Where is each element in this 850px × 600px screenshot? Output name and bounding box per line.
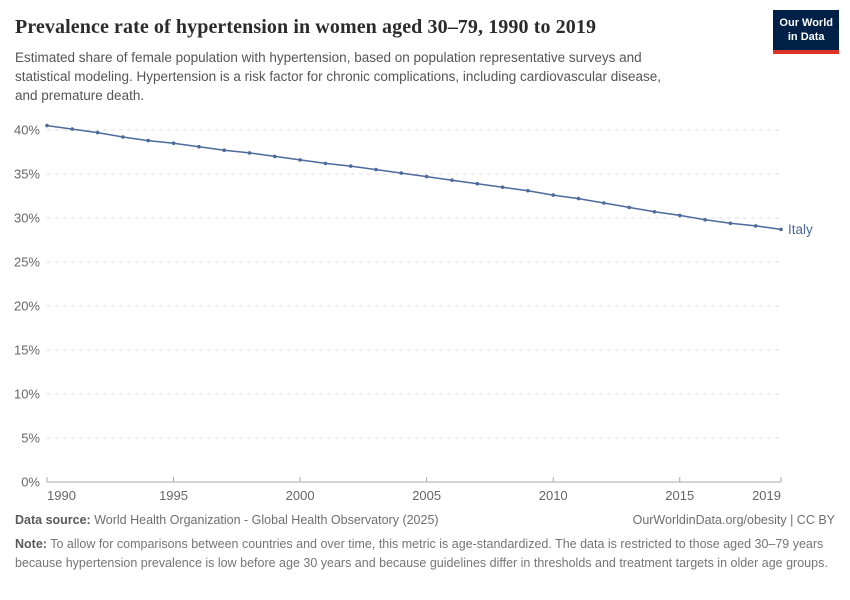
y-tick-label: 35% <box>14 167 40 182</box>
chart-footer: Data source: World Health Organization -… <box>0 513 850 573</box>
data-point <box>323 162 328 166</box>
line-chart[interactable]: 0% 5% 10% 15% 20% 25% 30% 35% 40% 1990 1995 2000 200… <box>0 109 850 511</box>
entity-label: Italy <box>788 222 813 237</box>
page-title: Prevalence rate of hypertension in women… <box>15 16 597 38</box>
owid-logo-line2: in Data <box>787 31 825 44</box>
plot-area[interactable] <box>47 119 781 482</box>
data-point <box>500 185 505 190</box>
data-point <box>399 171 404 176</box>
data-point <box>424 175 429 179</box>
data-point <box>475 182 480 186</box>
y-tick-label: 5% <box>21 431 40 446</box>
data-point <box>627 206 631 210</box>
y-tick-label: 10% <box>14 387 40 402</box>
data-point <box>45 124 49 128</box>
x-tick-label: 2010 <box>539 488 568 503</box>
data-point <box>197 145 201 149</box>
data-point <box>374 168 378 172</box>
data-point <box>526 189 530 193</box>
data-point <box>450 178 454 183</box>
data-point <box>779 228 783 232</box>
data-line-italy <box>46 125 782 231</box>
y-tick-label: 15% <box>14 343 40 358</box>
data-point <box>728 221 733 226</box>
x-tick-label: 2005 <box>412 488 441 503</box>
data-point <box>298 158 302 163</box>
data-point <box>273 155 277 159</box>
data-source-label: Data source: <box>15 513 91 528</box>
data-point <box>222 148 226 153</box>
owid-logo-line1: Our World <box>779 17 833 29</box>
data-point <box>753 224 758 229</box>
data-point <box>121 135 125 140</box>
data-point <box>247 151 252 156</box>
data-point <box>703 218 707 223</box>
y-tick-label: 20% <box>14 299 40 314</box>
note-label: Note: <box>15 537 47 552</box>
data-source-text: World Health Organization - Global Healt… <box>90 513 439 528</box>
owid-logo[interactable]: Our World in Data <box>773 10 839 54</box>
data-point <box>576 197 581 201</box>
chart-subtitle: Estimated share of female population wit… <box>15 50 662 104</box>
data-source: Data source: World Health Organization -… <box>15 513 439 527</box>
x-tick-label: 1990 <box>47 488 76 503</box>
data-point <box>678 214 682 218</box>
y-tick-label: 30% <box>14 211 40 226</box>
y-tick-label: 0% <box>21 475 40 490</box>
source-row: Data source: World Health Organization -… <box>15 513 835 527</box>
x-tick-label: 2000 <box>286 488 315 503</box>
data-point <box>602 201 606 206</box>
data-point <box>348 164 353 169</box>
data-point <box>70 127 75 132</box>
data-point <box>652 210 657 215</box>
data-point <box>95 131 100 135</box>
data-point <box>171 141 176 146</box>
x-tick-label: 1995 <box>159 488 188 503</box>
y-tick-label: 25% <box>14 255 40 270</box>
y-tick-label: 40% <box>14 123 40 138</box>
note-text: To allow for comparisons between countri… <box>15 537 828 571</box>
data-point <box>551 193 555 198</box>
x-tick-label: 2015 <box>665 488 694 503</box>
x-tick-label: 2019 <box>752 488 781 503</box>
chart-note: Note: To allow for comparisons between c… <box>15 535 835 573</box>
chart-header: Prevalence rate of hypertension in women… <box>0 0 850 54</box>
attribution-link[interactable]: OurWorldinData.org/obesity | CC BY <box>632 513 835 528</box>
data-point <box>146 139 150 143</box>
